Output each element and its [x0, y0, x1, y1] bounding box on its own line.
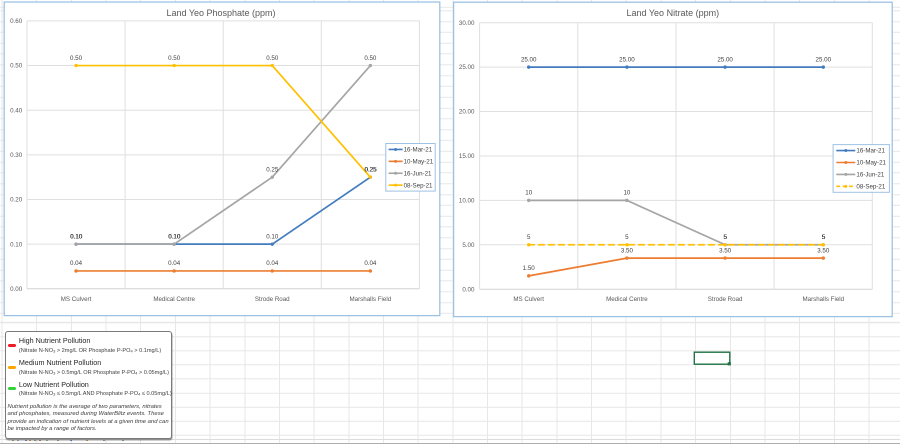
svg-text:0.25: 0.25	[365, 166, 378, 173]
svg-text:5: 5	[724, 234, 728, 241]
svg-text:20.00: 20.00	[459, 109, 475, 116]
svg-text:0.20: 0.20	[10, 197, 23, 204]
svg-text:3.50: 3.50	[719, 247, 732, 254]
svg-text:15.00: 15.00	[459, 153, 475, 160]
svg-text:3.50: 3.50	[621, 247, 634, 254]
svg-text:0.25: 0.25	[364, 166, 377, 173]
svg-text:3.50: 3.50	[817, 247, 830, 254]
svg-text:0.25: 0.25	[266, 166, 279, 173]
svg-text:0.04: 0.04	[364, 260, 377, 267]
svg-text:5: 5	[822, 234, 826, 241]
svg-text:0.50: 0.50	[266, 55, 279, 62]
svg-text:Land Yeo Phosphate (ppm): Land Yeo Phosphate (ppm)	[166, 8, 275, 18]
svg-text:0.50: 0.50	[10, 63, 23, 70]
svg-text:Medical Centre: Medical Centre	[606, 296, 648, 303]
svg-text:0.50: 0.50	[168, 55, 181, 62]
svg-text:MS Culvert: MS Culvert	[513, 296, 544, 303]
svg-text:0.04: 0.04	[168, 260, 181, 267]
svg-text:0.50: 0.50	[364, 55, 377, 62]
svg-text:0.10: 0.10	[168, 233, 181, 240]
svg-text:5: 5	[723, 234, 727, 241]
svg-text:1.50: 1.50	[523, 265, 536, 272]
svg-text:16-Jun-21: 16-Jun-21	[404, 170, 432, 177]
svg-text:0.30: 0.30	[10, 152, 23, 159]
svg-text:16-Mar-21: 16-Mar-21	[404, 147, 433, 154]
svg-text:16-Mar-21: 16-Mar-21	[856, 148, 885, 155]
svg-text:Land Yeo Nitrate (ppm): Land Yeo Nitrate (ppm)	[627, 8, 720, 18]
svg-text:0.10: 0.10	[70, 233, 83, 240]
svg-text:08-Sep-21: 08-Sep-21	[856, 183, 885, 190]
svg-text:08-Sep-21: 08-Sep-21	[404, 182, 433, 189]
svg-text:25.00: 25.00	[816, 56, 832, 63]
svg-text:0.04: 0.04	[70, 260, 83, 267]
svg-text:10.00: 10.00	[459, 197, 475, 204]
svg-text:Strode Road: Strode Road	[708, 296, 743, 303]
svg-text:0.60: 0.60	[10, 18, 23, 25]
svg-text:25.00: 25.00	[717, 56, 733, 63]
svg-text:0.50: 0.50	[70, 55, 83, 62]
svg-text:Marshalls Field: Marshalls Field	[350, 296, 392, 303]
svg-text:5: 5	[822, 234, 826, 241]
svg-text:10: 10	[623, 190, 630, 197]
svg-text:0.04: 0.04	[266, 260, 279, 267]
svg-text:Marshalls Field: Marshalls Field	[802, 296, 844, 303]
svg-text:0.10: 0.10	[10, 241, 23, 248]
svg-text:25.00: 25.00	[459, 64, 475, 71]
svg-text:0.10: 0.10	[70, 233, 83, 240]
svg-text:25.00: 25.00	[521, 56, 537, 63]
svg-text:5: 5	[625, 234, 629, 241]
svg-text:30.00: 30.00	[459, 20, 475, 27]
svg-text:0.10: 0.10	[266, 233, 279, 240]
svg-text:Medical Centre: Medical Centre	[153, 296, 195, 303]
svg-text:Strode Road: Strode Road	[255, 296, 290, 303]
svg-text:10-May-21: 10-May-21	[404, 158, 434, 165]
svg-text:16-Jun-21: 16-Jun-21	[856, 172, 884, 179]
svg-text:10-May-21: 10-May-21	[856, 160, 886, 167]
svg-text:0.00: 0.00	[10, 286, 23, 293]
svg-text:0.40: 0.40	[10, 107, 23, 114]
svg-text:5: 5	[527, 234, 531, 241]
svg-text:5.00: 5.00	[462, 242, 475, 249]
svg-text:25.00: 25.00	[619, 56, 635, 63]
svg-text:MS Culvert: MS Culvert	[61, 296, 92, 303]
svg-text:0.00: 0.00	[462, 286, 475, 293]
svg-text:10: 10	[525, 190, 532, 197]
svg-text:0.10: 0.10	[169, 233, 182, 240]
